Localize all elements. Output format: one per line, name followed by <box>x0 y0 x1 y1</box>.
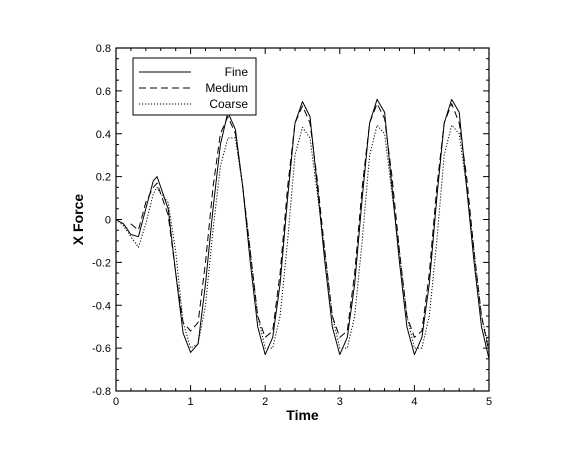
x-tick-label: 2 <box>262 396 268 408</box>
x-axis-title: Time <box>286 407 319 423</box>
y-tick-label: 0.8 <box>96 43 111 55</box>
y-tick-label: -0.8 <box>92 386 111 398</box>
series-line-coarse <box>115 124 490 349</box>
legend-label: Medium <box>205 81 248 95</box>
x-tick-label: 4 <box>411 396 417 408</box>
x-tick-label: 1 <box>188 396 194 408</box>
legend-label: Coarse <box>209 97 248 111</box>
x-tick-label: 3 <box>337 396 343 408</box>
series-line-medium <box>130 103 490 353</box>
legend: Fine Medium Coarse <box>132 57 257 116</box>
y-tick-label: 0.4 <box>96 129 111 141</box>
y-tick-label: -0.6 <box>92 343 111 355</box>
series-layer <box>115 98 490 359</box>
y-tick-label: -0.4 <box>92 300 111 312</box>
y-tick-label: -0.2 <box>92 257 111 269</box>
y-tick-label: 0 <box>105 215 111 227</box>
x-tick-label: 0 <box>113 396 119 408</box>
y-axis-title: X Force <box>70 194 86 246</box>
legend-label: Fine <box>225 65 249 79</box>
ticks-layer: 0 1 2 3 4 5 -0.8 -0.6 -0.4 -0.2 0 0.2 0.4 0.6 0.8 <box>92 43 492 408</box>
y-tick-label: 0.2 <box>96 172 111 184</box>
x-tick-label: 5 <box>486 396 492 408</box>
y-tick-label: 0.6 <box>96 86 111 98</box>
legend-box <box>132 57 257 116</box>
